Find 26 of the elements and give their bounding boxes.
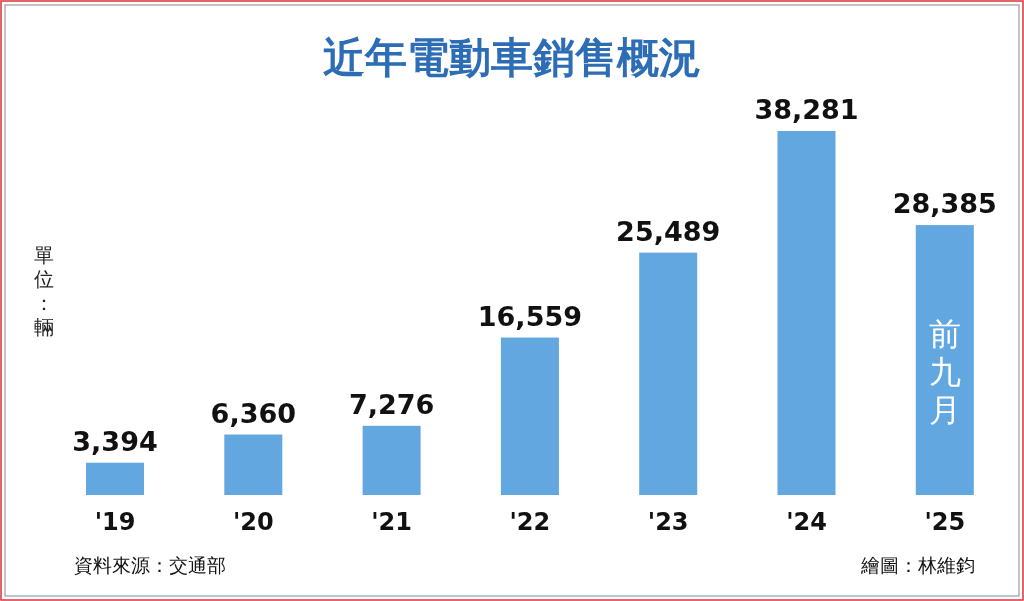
x-tick-label: '24 [786, 508, 827, 536]
x-tick-label: '23 [647, 508, 689, 536]
x-tick-label: '25 [924, 508, 966, 536]
bar [500, 337, 559, 495]
text: 繪圖：林維鈞 [860, 554, 975, 576]
bar [86, 462, 144, 495]
annotation: 前九月 [928, 315, 961, 429]
data-label: 16,559 [477, 300, 582, 332]
bar [224, 434, 283, 495]
data-label: 7,276 [348, 388, 435, 420]
source-note: 資料來源：交通部 [74, 554, 226, 576]
x-tick-label: '19 [94, 508, 136, 536]
bar [777, 131, 836, 495]
data-label: 25,489 [616, 215, 721, 247]
ylabel: 單位：輛 [34, 243, 54, 339]
data-label: 28,385 [892, 188, 997, 220]
chart-title: 近年電動車銷售概況 [323, 33, 701, 82]
data-label: 6,360 [210, 397, 296, 429]
data-label: 3,394 [72, 425, 158, 457]
x-tick-label: '21 [371, 508, 412, 536]
bar [362, 425, 421, 495]
x-tick-label: '20 [232, 508, 274, 536]
bar [639, 252, 698, 495]
x-tick-label: '22 [509, 508, 551, 536]
bar [915, 225, 974, 495]
data-label: 38,281 [754, 94, 859, 125]
